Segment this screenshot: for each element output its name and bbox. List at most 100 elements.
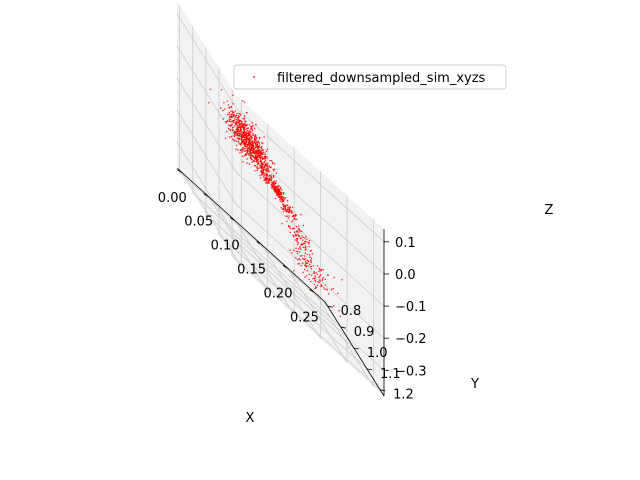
data-point: [231, 129, 234, 132]
data-point: [248, 154, 250, 157]
data-point: [292, 234, 294, 237]
data-point: [260, 145, 263, 148]
x-axis-line: [176, 167, 326, 303]
data-point: [228, 112, 231, 114]
data-point: [307, 265, 309, 267]
data-point: [238, 115, 240, 118]
data-point: [226, 113, 229, 116]
data-point: [276, 185, 279, 188]
data-point: [236, 128, 238, 131]
data-point: [314, 280, 317, 282]
data-point: [249, 130, 252, 132]
data-point: [234, 117, 236, 119]
y-gridline: [231, 255, 381, 391]
y-tick-label: 1.0: [367, 346, 388, 361]
data-point: [288, 206, 291, 208]
data-point: [258, 136, 261, 139]
data-point: [237, 149, 239, 151]
data-point: [234, 110, 237, 112]
data-point: [327, 292, 330, 295]
data-point: [229, 124, 232, 127]
data-point: [271, 181, 273, 183]
data-point: [277, 191, 279, 193]
data-point: [248, 142, 251, 145]
data-point: [261, 157, 264, 160]
data-point: [243, 141, 245, 144]
data-point: [231, 120, 233, 122]
data-point: [246, 123, 248, 126]
data-point: [332, 287, 335, 290]
data-point: [265, 150, 268, 153]
data-point: [255, 158, 257, 160]
data-point: [245, 133, 248, 136]
y-axis-line: [324, 301, 385, 397]
data-point: [295, 235, 297, 237]
data-point: [239, 152, 241, 154]
data-point: [266, 182, 268, 184]
data-point: [234, 121, 236, 124]
data-point: [239, 127, 242, 130]
data-point: [289, 249, 291, 252]
data-point: [229, 118, 232, 120]
data-point: [310, 280, 312, 283]
data-point: [263, 136, 265, 138]
data-point: [299, 245, 301, 248]
data-point: [304, 264, 306, 266]
data-point: [279, 191, 282, 193]
data-point: [251, 130, 254, 132]
data-point: [298, 258, 300, 260]
data-point: [273, 183, 275, 185]
data-point: [238, 112, 240, 115]
data-point: [296, 258, 299, 261]
data-point: [289, 231, 291, 233]
data-point: [250, 156, 252, 158]
data-point: [304, 276, 306, 278]
data-point: [208, 102, 210, 104]
data-point: [240, 123, 243, 125]
data-point: [253, 127, 256, 129]
data-point: [254, 155, 256, 157]
data-point: [318, 267, 321, 270]
data-point: [219, 107, 222, 109]
data-point: [251, 143, 254, 146]
data-point: [290, 209, 292, 212]
data-point: [256, 143, 259, 145]
data-point: [303, 255, 306, 257]
data-point: [333, 304, 335, 307]
data-point: [287, 225, 290, 227]
data-point: [241, 151, 243, 153]
data-point: [248, 134, 251, 137]
data-point: [235, 148, 237, 150]
data-point: [256, 148, 258, 151]
data-point: [251, 140, 254, 143]
data-point: [254, 143, 257, 145]
data-point: [295, 218, 298, 220]
data-point: [306, 253, 308, 256]
data-point: [264, 169, 267, 171]
data-point: [249, 151, 251, 153]
data-point: [269, 159, 271, 162]
data-point: [292, 249, 295, 252]
data-point: [240, 119, 242, 122]
data-point: [245, 152, 248, 154]
data-point: [279, 192, 281, 195]
data-point: [310, 257, 313, 260]
data-point: [273, 188, 276, 190]
data-point: [244, 153, 247, 155]
data-point: [320, 269, 323, 271]
data-point: [267, 169, 270, 172]
data-point: [230, 124, 233, 127]
data-point: [264, 152, 266, 154]
data-point: [240, 120, 243, 123]
data-point: [280, 206, 283, 209]
data-point: [294, 257, 297, 259]
data-point: [233, 135, 235, 137]
data-point: [239, 120, 241, 123]
data-point: [254, 156, 257, 159]
data-point: [260, 170, 262, 173]
x-tick-label: 0.05: [184, 215, 213, 230]
data-point: [302, 224, 305, 227]
data-point: [227, 120, 229, 123]
data-point: [291, 206, 294, 209]
data-point: [313, 277, 316, 280]
